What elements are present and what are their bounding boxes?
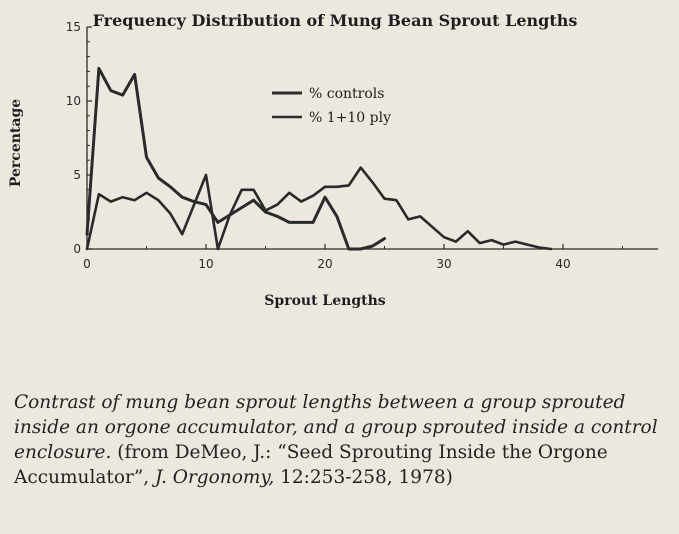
legend: % controls % 1+10 ply	[272, 86, 391, 126]
series-line-2	[85, 166, 553, 251]
y-tick-label: 0	[73, 242, 81, 256]
x-tick-label: 0	[83, 257, 91, 271]
legend-label-2: % 1+10 ply	[309, 110, 391, 126]
y-tick-label: 15	[66, 20, 81, 34]
y-tick-label: 5	[73, 168, 81, 182]
x-tick-label: 40	[555, 257, 570, 271]
legend-label-1: % controls	[309, 86, 384, 102]
caption-citation: (from DeMeo, J.: “Seed Sprouting Inside …	[14, 442, 608, 488]
line-chart: Frequency Distribution of Mung Bean Spro…	[8, 11, 659, 309]
caption-journal: J. Orgonomy,	[155, 467, 275, 488]
y-tick-label: 10	[66, 94, 81, 108]
caption-description: Contrast of mung bean sprout lengths bet…	[14, 392, 658, 463]
series-layer	[85, 66, 553, 251]
caption-citation-end: 12:253-258, 1978)	[274, 467, 453, 488]
x-tick-label: 30	[436, 257, 451, 271]
y-axis-title: Percentage	[8, 99, 24, 187]
x-axis-title: Sprout Lengths	[264, 293, 385, 309]
x-tick-label: 20	[317, 257, 332, 271]
x-tick-label: 10	[198, 257, 213, 271]
figure-caption: Contrast of mung bean sprout lengths bet…	[14, 390, 674, 490]
chart-title: Frequency Distribution of Mung Bean Spro…	[93, 11, 578, 30]
series-line-1	[85, 66, 386, 251]
axes: 0 5 10 15 0 10 20 30 40	[66, 20, 659, 271]
